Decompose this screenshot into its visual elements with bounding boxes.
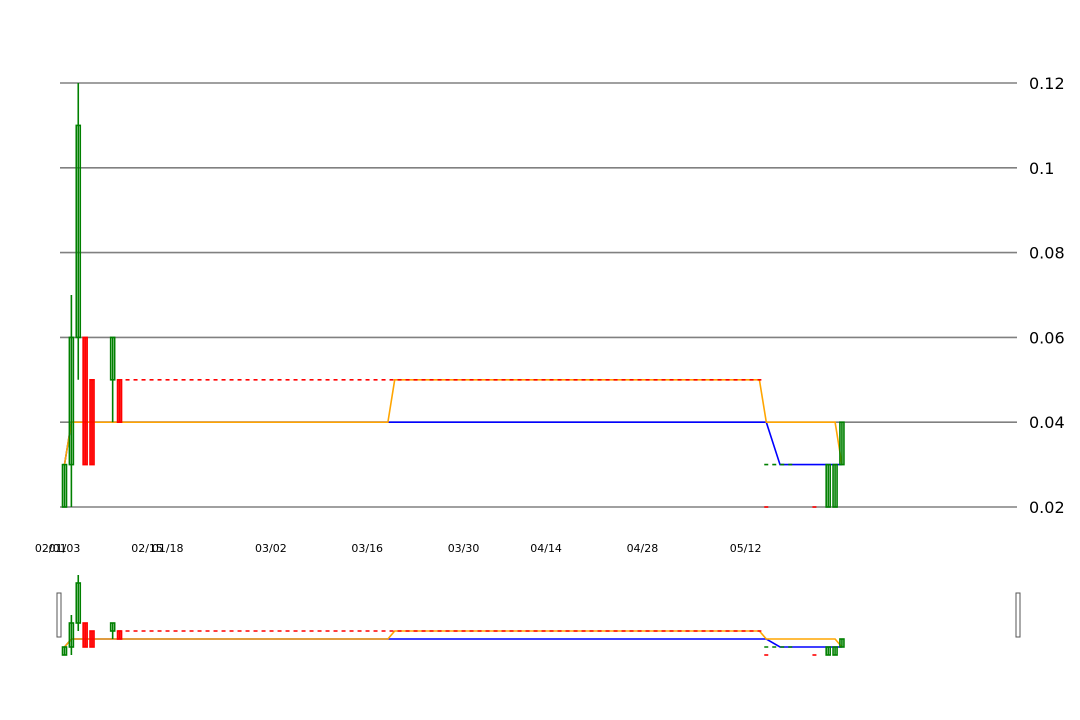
candle-body — [839, 421, 845, 466]
candle-body — [832, 646, 838, 656]
series-line — [63, 638, 842, 648]
x-tick-label: 05/12 — [730, 542, 762, 555]
x-tick-label: 04/14 — [530, 542, 562, 555]
candle-body — [82, 622, 88, 648]
candle-body — [89, 378, 95, 466]
main-dashed-levels — [117, 378, 817, 508]
candle-body — [75, 124, 82, 339]
candle-body — [832, 463, 838, 508]
y-tick-label: 0.12 — [1029, 74, 1065, 93]
y-tick-label: 0.06 — [1029, 328, 1065, 347]
candle-body — [839, 638, 845, 648]
candle-body — [61, 646, 68, 656]
candle-body — [825, 646, 831, 656]
range-navigator[interactable] — [56, 575, 1021, 656]
x-tick-label: 03/16 — [351, 542, 383, 555]
y-tick-label: 0.04 — [1029, 413, 1065, 432]
gridlines — [60, 82, 1017, 508]
x-tick-label: 03/02 — [255, 542, 287, 555]
candle-body — [75, 582, 82, 624]
candle-body — [116, 630, 123, 640]
x-tick-label: 02/01 — [35, 542, 67, 555]
main-candles — [61, 83, 845, 508]
navigator-right-handle[interactable] — [1015, 592, 1021, 638]
navigator-candles — [61, 575, 845, 656]
y-tick-label: 0.1 — [1029, 159, 1054, 178]
x-tick-label: 01/18 — [152, 542, 184, 555]
y-axis-ticks: 0.12 0.1 0.08 0.06 0.04 0.02 — [1029, 74, 1065, 517]
navigator-left-handle[interactable] — [56, 592, 62, 638]
navigator-dashed-levels — [117, 630, 817, 656]
candle-body — [68, 622, 75, 648]
navigator-series-lines — [63, 630, 843, 648]
series-line — [63, 421, 842, 466]
candle-body — [82, 336, 88, 466]
candle-body — [109, 336, 116, 381]
candle-body — [61, 463, 68, 508]
candle-body — [825, 463, 831, 508]
x-axis-ticks: 01/03 01/18 02/01 02/15 03/02 03/16 03/30 04/14… — [35, 542, 762, 555]
x-tick-label: 01/03 — [49, 542, 81, 555]
y-tick-label: 0.02 — [1029, 498, 1065, 517]
candle-body — [109, 622, 116, 632]
x-tick-label: 02/15 — [131, 542, 163, 555]
candle-body — [68, 336, 75, 466]
x-tick-label: 04/28 — [627, 542, 659, 555]
main-series-lines — [63, 378, 843, 466]
x-tick-label: 03/30 — [448, 542, 480, 555]
candle-body — [116, 378, 123, 423]
candle-body — [89, 630, 95, 648]
y-tick-label: 0.08 — [1029, 244, 1065, 263]
